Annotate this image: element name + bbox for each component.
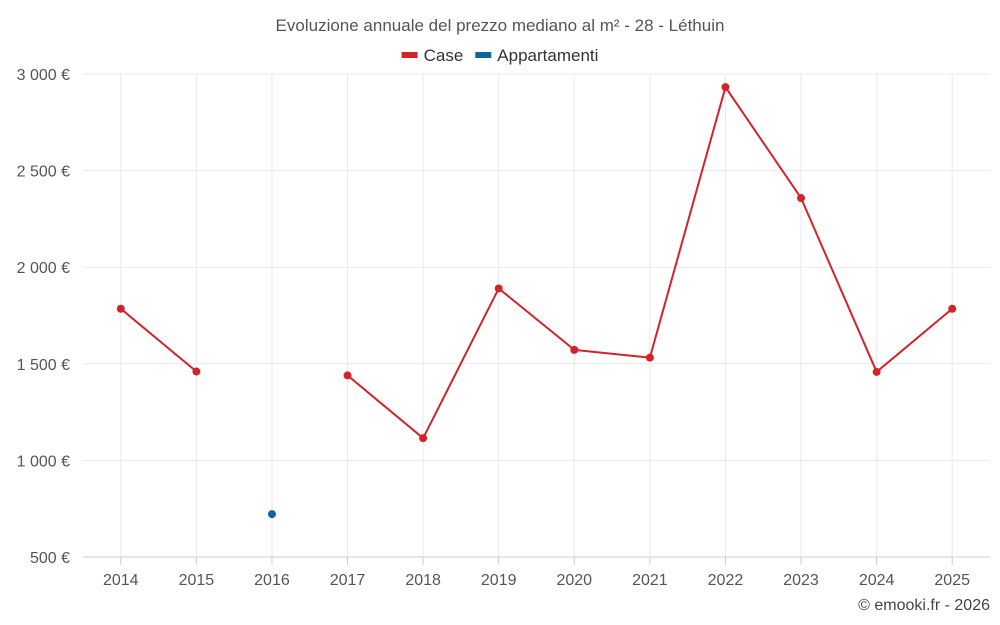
- y-tick-label: 1 000 €: [17, 453, 70, 470]
- legend-label: Appartamenti: [497, 46, 598, 65]
- x-tick-label: 2014: [103, 572, 139, 589]
- data-point[interactable]: [192, 367, 201, 376]
- y-tick-label: 2 500 €: [17, 164, 70, 181]
- y-tick-label: 3 000 €: [17, 67, 70, 84]
- x-tick-label: 2025: [934, 572, 970, 589]
- x-tick-label: 2016: [254, 572, 290, 589]
- series-appartamenti: [267, 510, 276, 519]
- data-point[interactable]: [419, 434, 428, 443]
- series-layer: [116, 83, 957, 519]
- x-tick-label: 2019: [481, 572, 517, 589]
- data-point[interactable]: [872, 367, 881, 376]
- data-point[interactable]: [797, 194, 806, 203]
- series-case: [116, 83, 957, 443]
- legend-swatch: [401, 52, 418, 58]
- x-tick-label: 2015: [179, 572, 215, 589]
- y-axis: 500 € 1 000 € 1 500 € 2 000 € 2 500 € 3 000 €: [17, 67, 70, 567]
- x-tick-label: 2020: [556, 572, 592, 589]
- data-point[interactable]: [721, 83, 730, 92]
- legend-label: Case: [424, 46, 464, 65]
- x-tick-label: 2018: [405, 572, 441, 589]
- data-point[interactable]: [267, 510, 276, 519]
- x-tick-label: 2017: [330, 572, 366, 589]
- y-tick-label: 500 €: [30, 550, 70, 567]
- data-point[interactable]: [570, 345, 579, 354]
- series-line: [120, 307, 198, 373]
- data-point[interactable]: [116, 304, 125, 313]
- x-axis: 2014 2015 2016 2017 2018 2019 2020 2021 2022 2023…: [83, 556, 990, 589]
- data-point[interactable]: [645, 353, 654, 362]
- x-tick-label: 2023: [783, 572, 819, 589]
- legend-swatch: [475, 52, 492, 58]
- legend: Case Appartamenti: [401, 46, 598, 65]
- y-tick-label: 2 000 €: [17, 260, 70, 277]
- data-point[interactable]: [343, 371, 352, 380]
- credit: © emooki.fr - 2026: [858, 597, 990, 614]
- x-tick-label: 2024: [859, 572, 895, 589]
- y-tick-label: 1 500 €: [17, 357, 70, 374]
- x-tick-label: 2021: [632, 572, 668, 589]
- chart-title: Evoluzione annuale del prezzo mediano al…: [276, 16, 725, 35]
- gridlines: [83, 73, 990, 558]
- data-point[interactable]: [948, 304, 957, 313]
- data-point[interactable]: [494, 284, 503, 293]
- x-tick-label: 2022: [708, 572, 744, 589]
